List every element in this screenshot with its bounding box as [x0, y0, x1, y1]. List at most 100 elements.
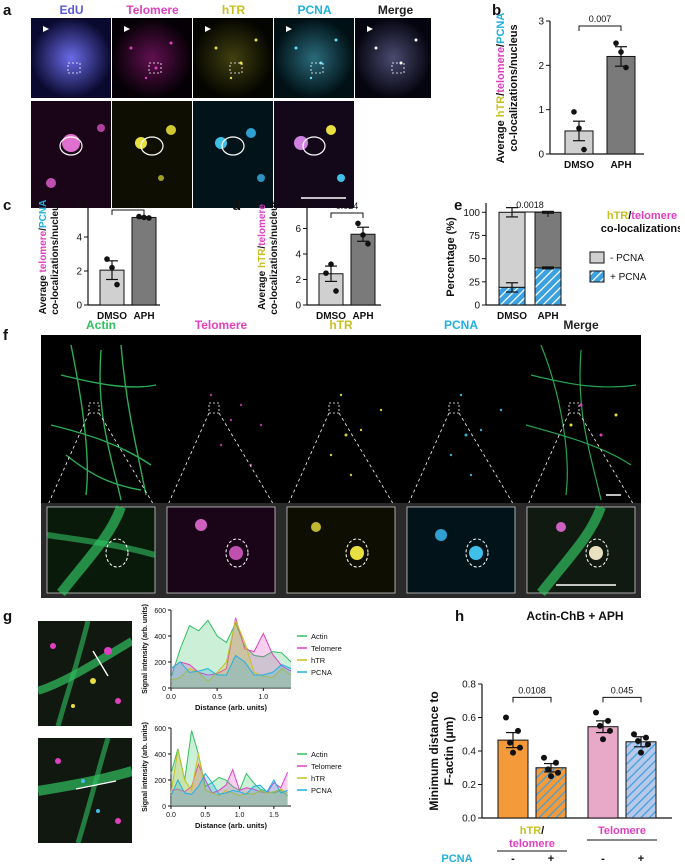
bar-segment-minus-pcna: [498, 211, 526, 288]
x-tick-label: APH: [610, 160, 631, 171]
x-tick-label: DMSO: [316, 311, 346, 322]
channel-header-htr: hTR: [221, 3, 246, 17]
legend-label-htr: hTR: [311, 774, 326, 783]
legend-label-actin: Actin: [311, 750, 328, 759]
x-tick-label: APH: [133, 311, 154, 322]
y-tick-label: 400: [154, 752, 166, 759]
data-point: [141, 214, 147, 221]
data-point: [355, 220, 361, 227]
y-tick-label: 0: [162, 804, 166, 811]
data-point: [645, 741, 651, 748]
x-tick-label: 0.5: [212, 694, 222, 701]
y-axis-label: Signal intensity (arb. units): [142, 722, 149, 812]
y-tick-label: 4: [76, 233, 82, 244]
y-axis-label: Average hTR/telomere: [257, 204, 268, 310]
series-area-htr: [171, 620, 291, 688]
y-axis-label: Minimum distance to: [427, 691, 441, 810]
data-point: [507, 739, 513, 746]
data-point: [605, 717, 611, 724]
y-axis-label-line2: F-actin (μm): [442, 717, 456, 786]
significance-bracket: [602, 696, 642, 703]
data-point: [515, 727, 521, 734]
y-axis-label: Signal intensity (arb. units): [142, 604, 149, 694]
y-tick-label: 4: [295, 250, 301, 261]
y-tick-label: 75: [469, 231, 481, 242]
group-label-telomere: Telomere: [598, 825, 646, 837]
pcna-sign: -: [601, 853, 605, 865]
legend-label-pcna: PCNA: [311, 668, 332, 677]
y-tick-label: 25: [469, 277, 481, 288]
panel-g-top-profile-chart: 0 200 400 600 0.0 0.5 1.0 Distance (arb. units)…: [142, 604, 342, 712]
y-axis-label: Percentage (%): [445, 217, 457, 297]
chart-title: Actin-ChB + APH: [526, 609, 623, 623]
data-point: [623, 64, 629, 71]
data-point: [571, 109, 577, 115]
x-tick-label: DMSO: [564, 160, 594, 171]
channel-header-telomere: Telomere: [194, 318, 248, 332]
data-point: [597, 722, 603, 729]
data-point: [328, 261, 334, 267]
legend-label-htr: hTR: [311, 656, 326, 665]
y-tick-label: 0: [538, 150, 544, 161]
y-tick-label: 0.8: [462, 680, 476, 691]
significance-bracket: [330, 212, 364, 218]
data-point: [643, 734, 649, 741]
y-tick-label: 0: [162, 686, 166, 693]
x-tick-label: APH: [352, 311, 373, 322]
data-point: [146, 215, 152, 221]
significance-bracket: [578, 25, 622, 31]
y-axis-label-line2: co-localizations/nucleus: [269, 199, 280, 315]
y-tick-label: 200: [154, 660, 166, 667]
series-area-actin: [171, 730, 288, 806]
significance-bracket: [111, 209, 145, 215]
legend-label-plus-pcna: + PCNA: [610, 272, 647, 283]
channel-header-htr: hTR: [329, 318, 353, 332]
data-point: [517, 744, 523, 751]
panel-label-c: c: [3, 197, 12, 214]
y-tick-label: 3: [538, 17, 544, 28]
y-tick-label: 6: [295, 224, 301, 235]
y-axis-label: Average hTR/telomere/PCNA: [495, 13, 507, 164]
p-value-label: 0.0108: [518, 685, 546, 695]
legend-label-pcna: PCNA: [311, 786, 332, 795]
data-point: [104, 256, 110, 262]
panel-label-a: a: [3, 2, 12, 19]
pcna-sign: +: [638, 853, 644, 865]
x-tick-label: APH: [537, 311, 558, 322]
panel-label-b: b: [492, 2, 502, 19]
legend-title-line2: co-localizations: [601, 223, 680, 235]
y-tick-label: 0.0: [462, 814, 476, 825]
channel-header-merge: Merge: [377, 3, 414, 17]
panel-b-bar-chart: 0 1 2 3 DMSO APH 0.007 Average hTR/telomere/PCN…: [495, 13, 644, 171]
y-tick-label: 50: [469, 254, 481, 265]
data-point: [333, 288, 339, 294]
data-point: [607, 727, 613, 734]
x-tick-label: 1.0: [258, 694, 268, 701]
y-tick-label: 400: [154, 634, 166, 641]
panel-h-bar-chart: 0.0 0.2 0.4 0.6 0.8 0.0108 0.045 Actin-ChB + AP…: [427, 609, 672, 865]
data-point: [323, 270, 329, 276]
x-tick-label: DMSO: [497, 311, 527, 322]
y-tick-label: 600: [154, 608, 166, 615]
data-point: [576, 125, 582, 132]
series-area-actin: [171, 620, 291, 688]
bar-segment-plus-pcna: [534, 267, 562, 306]
data-point: [503, 714, 509, 721]
panel-a-image-grid: [31, 18, 431, 208]
legend-swatch-minus-pcna: [589, 251, 605, 264]
channel-header-edu: EdU: [59, 3, 84, 17]
panel-d-bar-chart: 0 2 4 6 8 DMSO APH 0.024 Average hTR/telomere co-…: [257, 199, 381, 322]
legend-label-telomere: Telomere: [311, 762, 342, 771]
data-point: [360, 232, 366, 238]
channel-header-telomere: Telomere: [126, 3, 179, 17]
data-point: [553, 759, 559, 766]
group-label-telomere-line2: telomere: [509, 838, 555, 850]
group-label-htr-telomere: hTR/: [520, 825, 544, 837]
x-tick-label: DMSO: [97, 311, 127, 322]
series-line-telomere: [170, 762, 289, 794]
x-tick-label: 0.0: [166, 812, 176, 819]
y-axis-label-line2: co-localizations/nucleus: [50, 199, 61, 315]
x-tick-label: 1.5: [269, 812, 279, 819]
data-point: [631, 731, 637, 738]
